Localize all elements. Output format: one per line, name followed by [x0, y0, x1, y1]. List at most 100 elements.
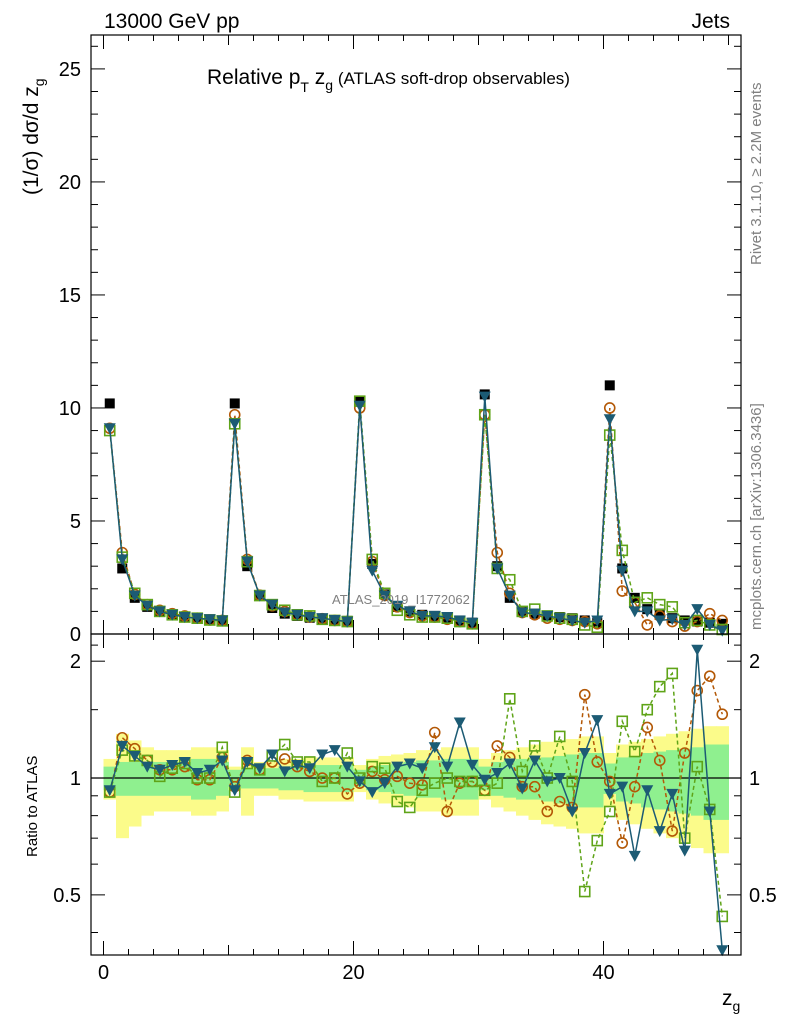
marker-mc3 — [491, 768, 504, 780]
marker-mc2 — [453, 775, 466, 788]
marker-mc3 — [566, 806, 579, 818]
marker-mc3 — [703, 619, 716, 631]
marker-mc1 — [703, 670, 716, 682]
marker-mc2 — [466, 775, 479, 788]
y-tick-label: 25 — [59, 59, 81, 81]
marker-mc3 — [153, 606, 166, 618]
marker-mc3 — [103, 423, 116, 435]
marker-mc3 — [316, 749, 329, 761]
marker-mc3 — [503, 590, 516, 602]
marker-mc2 — [578, 885, 591, 898]
marker-mc2 — [603, 805, 616, 818]
marker-mc2 — [378, 762, 391, 775]
marker-mc3 — [291, 609, 304, 621]
green-band-bin — [716, 744, 729, 820]
marker-mc1 — [716, 708, 729, 721]
mcplots-label: mcplots.cern.ch [arXiv:1306.3436] — [748, 403, 765, 630]
marker-mc2 — [566, 775, 579, 788]
marker-mc3 — [253, 590, 266, 602]
marker-mc2 — [653, 680, 666, 693]
marker-mc2 — [278, 738, 291, 751]
marker-mc1 — [703, 607, 716, 620]
marker-mc3 — [428, 742, 441, 754]
panel-frames — [90, 34, 742, 956]
marker-mc1 — [716, 614, 729, 627]
marker-mc3 — [191, 768, 204, 780]
marker-mc3 — [503, 758, 516, 770]
marker-mc2 — [528, 740, 541, 752]
marker-mc3 — [616, 565, 629, 577]
marker-mc3 — [328, 614, 341, 626]
marker-mc1 — [578, 688, 591, 701]
green-band-bin — [116, 761, 129, 796]
marker-mc3 — [553, 773, 566, 785]
marker-mc3 — [453, 615, 466, 627]
marker-mc1 — [653, 754, 666, 767]
marker-mc1 — [616, 837, 629, 849]
ylabel-sub: g — [31, 78, 47, 86]
marker-mc2 — [391, 795, 404, 808]
marker-atlas — [692, 616, 703, 627]
marker-mc3 — [578, 748, 591, 760]
ratio-tick-label-right: 1 — [749, 768, 760, 790]
marker-mc3 — [353, 776, 366, 788]
marker-mc1 — [603, 775, 616, 788]
marker-mc3 — [691, 644, 704, 656]
marker-mc3 — [141, 761, 154, 773]
green-band-bin — [628, 755, 642, 804]
marker-mc3 — [253, 763, 266, 775]
marker-mc1 — [666, 825, 679, 837]
header-right-label: Jets — [691, 10, 730, 33]
marker-mc3 — [128, 590, 141, 602]
ratio-panel-marks — [91, 644, 741, 957]
marker-mc3 — [178, 612, 191, 624]
marker-mc3 — [628, 850, 641, 862]
marker-mc1 — [591, 756, 604, 768]
marker-mc1 — [428, 726, 441, 739]
rivet-version-label: Rivet 3.1.10, ≥ 2.2M events — [748, 83, 765, 266]
ylabel-main: (1/σ) dσ/d z — [20, 86, 43, 195]
marker-mc3 — [528, 755, 541, 767]
marker-mc2 — [641, 703, 654, 716]
marker-mc3 — [166, 609, 179, 621]
header-left-label: 13000 GeV pp — [104, 10, 239, 33]
title-sub-g: g — [325, 77, 333, 93]
marker-mc1 — [678, 747, 691, 759]
marker-mc3 — [478, 774, 491, 786]
marker-mc3 — [303, 763, 316, 775]
marker-mc3 — [441, 612, 454, 624]
marker-mc2 — [666, 601, 679, 613]
y-tick-label: 20 — [59, 172, 81, 194]
xlabel-main: z — [722, 987, 733, 1010]
marker-mc3 — [316, 613, 329, 625]
marker-mc3 — [553, 613, 566, 625]
marker-mc3 — [366, 787, 379, 799]
marker-mc3 — [541, 610, 554, 622]
marker-mc1 — [528, 780, 541, 793]
marker-mc3 — [653, 615, 666, 627]
marker-mc3 — [228, 418, 241, 430]
marker-mc3 — [516, 607, 529, 619]
marker-mc3 — [403, 606, 416, 618]
marker-mc3 — [178, 756, 191, 768]
green-band-bin — [666, 750, 679, 812]
watermark-label: ATLAS_2019_I1772062 — [332, 592, 470, 607]
green-band-bin — [578, 753, 592, 808]
green-band-bin — [653, 751, 667, 810]
marker-mc3 — [441, 761, 454, 773]
marker-mc3 — [528, 608, 541, 620]
marker-mc3 — [478, 391, 491, 403]
marker-mc3 — [228, 785, 241, 797]
marker-atlas — [104, 398, 115, 409]
marker-mc3 — [241, 756, 254, 768]
marker-mc2 — [341, 747, 354, 759]
ratio-tick-label-right: 2 — [749, 651, 760, 673]
green-band-bin — [616, 757, 629, 802]
marker-mc3 — [403, 758, 416, 770]
marker-mc1 — [553, 795, 566, 808]
marker-mc3 — [341, 616, 354, 628]
marker-mc2 — [691, 760, 704, 773]
marker-mc3 — [191, 613, 204, 625]
marker-mc2 — [553, 730, 566, 743]
marker-mc2 — [503, 573, 516, 586]
